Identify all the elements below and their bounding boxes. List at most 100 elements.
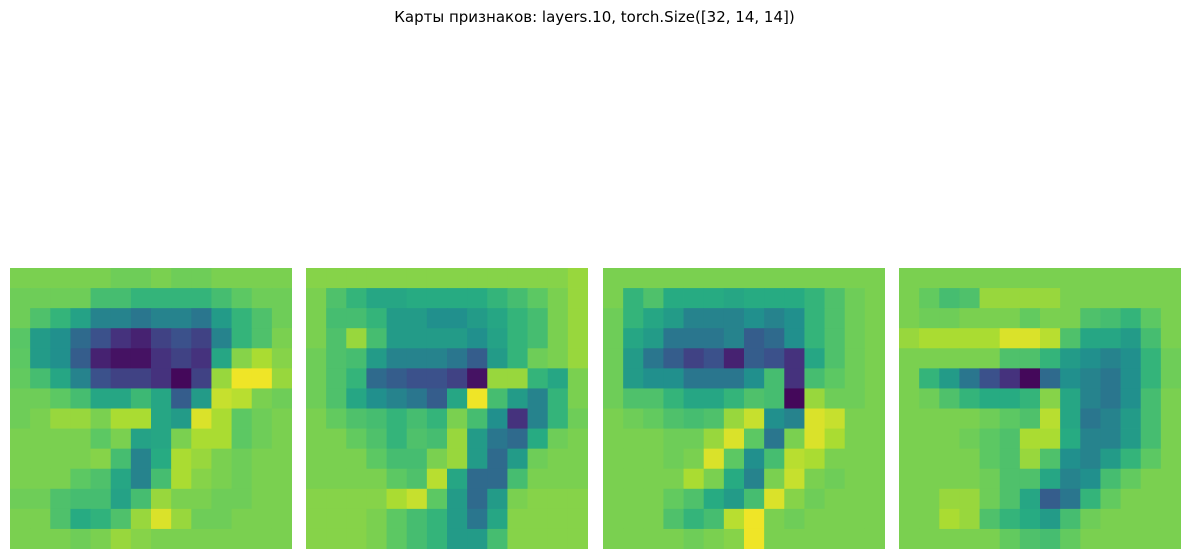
heatmap-cell <box>70 488 91 510</box>
heatmap-cell <box>191 428 212 450</box>
heatmap-cell <box>567 328 588 349</box>
heatmap-cell <box>703 528 725 549</box>
heatmap-cell <box>346 408 367 429</box>
heatmap-cell <box>1040 528 1061 549</box>
heatmap-cell <box>507 368 528 389</box>
heatmap-cell <box>231 528 253 549</box>
heatmap-cell <box>366 468 387 490</box>
heatmap-cell <box>1140 408 1162 429</box>
heatmap-cell <box>919 328 940 349</box>
heatmap-cell <box>1040 448 1061 470</box>
heatmap-cell <box>939 508 960 530</box>
heatmap-cell <box>703 368 725 389</box>
heatmap-cell <box>844 428 866 450</box>
heatmap-cell <box>527 528 549 549</box>
heatmap-cell <box>426 288 448 309</box>
heatmap-cell <box>683 388 705 409</box>
heatmap-cell <box>1120 468 1142 490</box>
heatmap-cell <box>623 308 644 329</box>
heatmap-cell <box>70 268 91 289</box>
heatmap-cell <box>406 488 428 510</box>
heatmap-cell <box>784 528 805 549</box>
heatmap-cell <box>623 448 644 470</box>
feature-map-1 <box>306 268 588 549</box>
heatmap-cell <box>744 288 765 309</box>
heatmap-cell <box>864 368 885 389</box>
heatmap-cell <box>211 308 232 329</box>
heatmap-cell <box>10 448 31 470</box>
heatmap-cell <box>366 488 387 510</box>
heatmap-cell <box>130 288 152 309</box>
heatmap-cell <box>211 428 232 450</box>
heatmap-cell <box>10 368 31 389</box>
heatmap-cell <box>171 488 192 510</box>
heatmap-cell <box>507 268 528 289</box>
heatmap-cell <box>899 488 920 510</box>
feature-map-3 <box>899 268 1181 549</box>
heatmap-cell <box>10 408 31 429</box>
heatmap-cell <box>567 528 588 549</box>
heatmap-cell <box>547 528 569 549</box>
heatmap-cell <box>643 528 664 549</box>
heatmap-cell <box>979 408 1001 429</box>
heatmap-cell <box>171 388 192 409</box>
heatmap-cell <box>426 308 448 329</box>
heatmap-cell <box>386 388 408 409</box>
heatmap-cell <box>467 328 488 349</box>
heatmap-cell <box>527 448 549 470</box>
heatmap-cell <box>527 508 549 530</box>
heatmap-cell <box>864 488 885 510</box>
heatmap-cell <box>326 328 347 349</box>
heatmap-cell <box>90 308 112 329</box>
heatmap-cell <box>623 368 644 389</box>
heatmap-cell <box>1160 508 1181 530</box>
heatmap-cell <box>844 288 866 309</box>
heatmap-cell <box>567 268 588 289</box>
heatmap-cell <box>90 328 112 349</box>
heatmap-cell <box>251 328 273 349</box>
heatmap-cell <box>386 508 408 530</box>
heatmap-cell <box>1060 328 1081 349</box>
heatmap-cell <box>979 348 1001 369</box>
heatmap-cell <box>804 368 825 389</box>
heatmap-cell <box>30 408 51 429</box>
heatmap-cell <box>326 508 347 530</box>
heatmap-cell <box>70 368 91 389</box>
heatmap-cell <box>110 448 132 470</box>
heatmap-cell <box>1120 448 1142 470</box>
heatmap-cell <box>50 328 71 349</box>
heatmap-cell <box>764 368 785 389</box>
heatmap-cell <box>507 408 528 429</box>
heatmap-cell <box>804 528 825 549</box>
heatmap-cell <box>151 348 172 369</box>
heatmap-cell <box>426 528 448 549</box>
heatmap-cell <box>211 488 232 510</box>
heatmap-cell <box>70 348 91 369</box>
heatmap-cell <box>784 268 805 289</box>
heatmap-cell <box>919 528 940 549</box>
heatmap-cell <box>1019 528 1041 549</box>
heatmap-cell <box>50 508 71 530</box>
heatmap-cell <box>683 508 705 530</box>
heatmap-cell <box>804 328 825 349</box>
heatmap-cell <box>306 468 327 490</box>
heatmap-cell <box>30 428 51 450</box>
heatmap-cell <box>784 448 805 470</box>
heatmap-cell <box>1060 528 1081 549</box>
heatmap-cell <box>10 488 31 510</box>
heatmap-cell <box>643 428 664 450</box>
heatmap-cell <box>90 348 112 369</box>
heatmap-cell <box>406 308 428 329</box>
heatmap-cell <box>30 308 51 329</box>
heatmap-cell <box>844 448 866 470</box>
heatmap-cell <box>326 488 347 510</box>
heatmap-cell <box>623 488 644 510</box>
heatmap-cell <box>271 528 292 549</box>
heatmap-cell <box>1080 308 1101 329</box>
heatmap-cell <box>326 408 347 429</box>
heatmap-cell <box>864 508 885 530</box>
heatmap-cell <box>663 428 684 450</box>
heatmap-cell <box>1019 368 1041 389</box>
heatmap-cell <box>764 428 785 450</box>
heatmap-cell <box>1019 328 1041 349</box>
